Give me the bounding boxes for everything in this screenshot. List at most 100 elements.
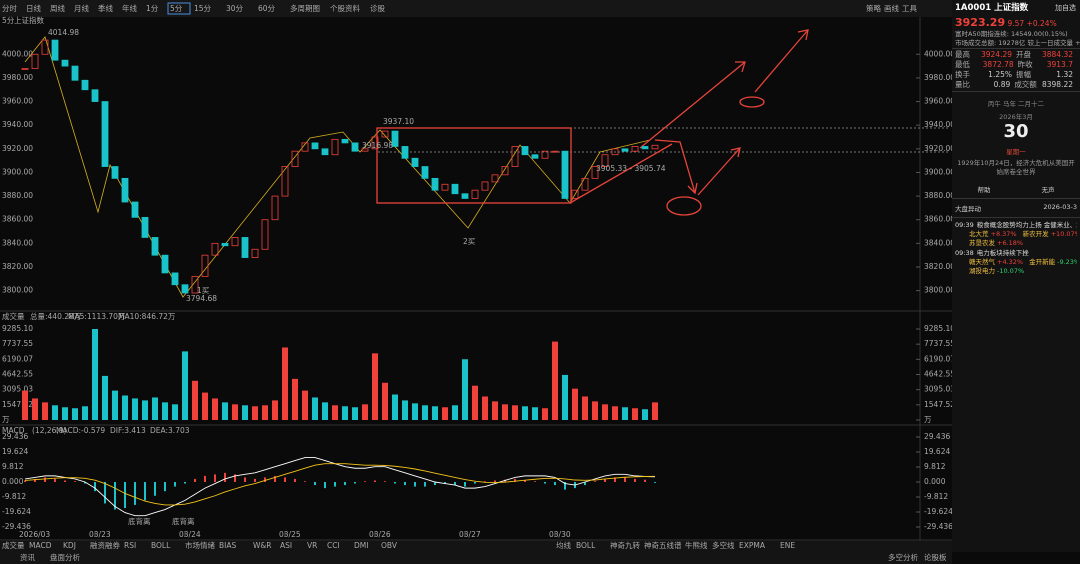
indicator-tab[interactable]: MACD xyxy=(29,541,52,550)
tab[interactable]: 个股资料 xyxy=(330,3,360,13)
y-tick-label: 3980.00 xyxy=(2,73,33,82)
tab[interactable]: 日线 xyxy=(26,3,41,13)
calendar-button[interactable]: 无声 xyxy=(1041,186,1055,194)
tab[interactable]: 季线 xyxy=(98,3,113,13)
candle xyxy=(201,254,209,277)
history: 1929年10月24日，经济大危机从美国开始席卷全世界 xyxy=(957,159,1075,176)
candle xyxy=(141,216,149,238)
indicator-tab[interactable]: ASI xyxy=(280,541,292,550)
indicator-tab[interactable]: BOLL xyxy=(151,541,171,550)
tool-button[interactable]: 画线 xyxy=(884,3,899,13)
y-tick-label: 3880.00 xyxy=(2,191,33,200)
tab[interactable]: 诊股 xyxy=(370,3,385,13)
macd-bar xyxy=(624,477,626,482)
volume-bar xyxy=(322,402,328,420)
overlay-tab[interactable]: BOLL xyxy=(576,541,596,550)
candle xyxy=(651,144,659,150)
tab[interactable]: 多周期图 xyxy=(290,3,320,13)
volume-bar xyxy=(222,402,228,420)
y-tick-label: 6190.07 xyxy=(2,354,33,363)
quote-label: 昨收 xyxy=(1017,60,1033,69)
indicator-tab[interactable]: VR xyxy=(307,541,317,550)
y-tick-label: 3095.03 xyxy=(924,385,952,394)
volume-bar xyxy=(342,406,348,420)
y-tick-label: 19.624 xyxy=(924,447,950,456)
stock-row: 苏垦农发 +6.18% xyxy=(955,239,1077,248)
y-tick-label: 3860.00 xyxy=(924,215,952,224)
macd-bar xyxy=(404,482,406,486)
macd-bar xyxy=(34,478,36,482)
overlay-tab[interactable]: 多空线 xyxy=(712,540,735,550)
indicator-tab[interactable]: OBV xyxy=(381,541,398,550)
tab[interactable]: 30分 xyxy=(226,4,244,13)
candle xyxy=(561,150,569,199)
tab[interactable]: 分时 xyxy=(2,3,17,13)
candle xyxy=(431,177,439,191)
tab[interactable]: 1分 xyxy=(146,4,159,13)
toolbar xyxy=(0,0,952,17)
indicator-tab[interactable]: DMI xyxy=(354,541,368,550)
add-button[interactable]: 加自选 xyxy=(1055,4,1076,12)
macd-bar xyxy=(164,482,166,492)
tab[interactable]: 60分 xyxy=(258,4,276,13)
volume-bar xyxy=(82,406,88,420)
volume-bar xyxy=(452,405,458,420)
indicator-tab[interactable]: 市场情绪 xyxy=(185,540,215,550)
tab[interactable]: 月线 xyxy=(74,3,89,13)
overlay-tab[interactable]: EXPMA xyxy=(739,541,766,550)
tab[interactable]: 年线 xyxy=(122,3,137,13)
macd-bar xyxy=(204,475,206,482)
volume-bar xyxy=(632,408,638,420)
candle xyxy=(291,150,299,167)
macd-bar xyxy=(284,477,286,482)
bottom-tab[interactable]: 多空分析 xyxy=(888,552,918,562)
bottom-tab[interactable]: 论股板 xyxy=(924,552,947,562)
tab[interactable]: 15分 xyxy=(194,4,212,13)
tool-button[interactable]: 策略 xyxy=(866,3,881,13)
bottom-tab[interactable]: 资讯 xyxy=(20,552,35,562)
news-text: 电力板块持续下挫 xyxy=(976,249,1029,257)
indicator-tab[interactable]: RSI xyxy=(124,541,136,550)
indicator-tab[interactable]: KDJ xyxy=(63,541,76,550)
stock-name: 赣天然气 xyxy=(969,258,995,266)
indicator-tab[interactable]: W&R xyxy=(253,541,271,550)
candle xyxy=(401,146,409,159)
macd-bar xyxy=(454,482,456,486)
overlay-tab[interactable]: ENE xyxy=(780,541,795,550)
bottom-tab[interactable]: 盘面分析 xyxy=(50,552,80,562)
volume-bar xyxy=(502,404,508,420)
x-tick-label: 03/23 xyxy=(89,530,111,539)
y-tick-label: 9285.10 xyxy=(2,324,33,333)
y-tick-label: 3900.00 xyxy=(924,167,952,176)
y-tick-label: 3820.00 xyxy=(2,262,33,271)
y-tick-label: 29.436 xyxy=(924,432,950,441)
tab[interactable]: 5分 xyxy=(170,4,183,13)
macd-bar xyxy=(244,477,246,482)
stock-change: +6.18% xyxy=(997,239,1024,247)
macd-bar xyxy=(314,482,316,486)
y-tick-label: 29.436 xyxy=(2,432,28,441)
macd-bar xyxy=(614,477,616,482)
volume-bar xyxy=(352,407,358,420)
quote-row: 量比 0.89 成交额 8398.22 xyxy=(955,80,1077,90)
news-item[interactable]: 09:38 电力板块持续下挫 xyxy=(955,248,1077,258)
tab[interactable]: 周线 xyxy=(50,3,65,13)
tool-button[interactable]: 工具 xyxy=(902,4,917,13)
indicator-tab[interactable]: BIAS xyxy=(219,541,236,550)
overlay-tab[interactable]: 牛熊线 xyxy=(685,540,708,550)
annotation: 4014.98 xyxy=(48,28,79,37)
annotation: 3916.98 xyxy=(362,141,393,150)
indicator-tab[interactable]: 成交量 xyxy=(2,540,25,550)
volume-bar xyxy=(432,406,438,420)
overlay-tab[interactable]: 神奇九转 xyxy=(610,540,640,550)
overlay-tab[interactable]: 神奇五线谱 xyxy=(644,540,682,550)
calendar-button[interactable]: 帮助 xyxy=(977,186,991,194)
y-tick-label: -9.812 xyxy=(924,492,948,501)
macd-bar xyxy=(254,478,256,482)
indicator-tab[interactable]: CCI xyxy=(327,541,340,550)
candle xyxy=(641,146,649,150)
overlay-tab[interactable]: 均线 xyxy=(556,540,571,550)
indicator-tab[interactable]: 融资融券 xyxy=(90,540,120,550)
quote-label: 振幅 xyxy=(1016,70,1031,79)
